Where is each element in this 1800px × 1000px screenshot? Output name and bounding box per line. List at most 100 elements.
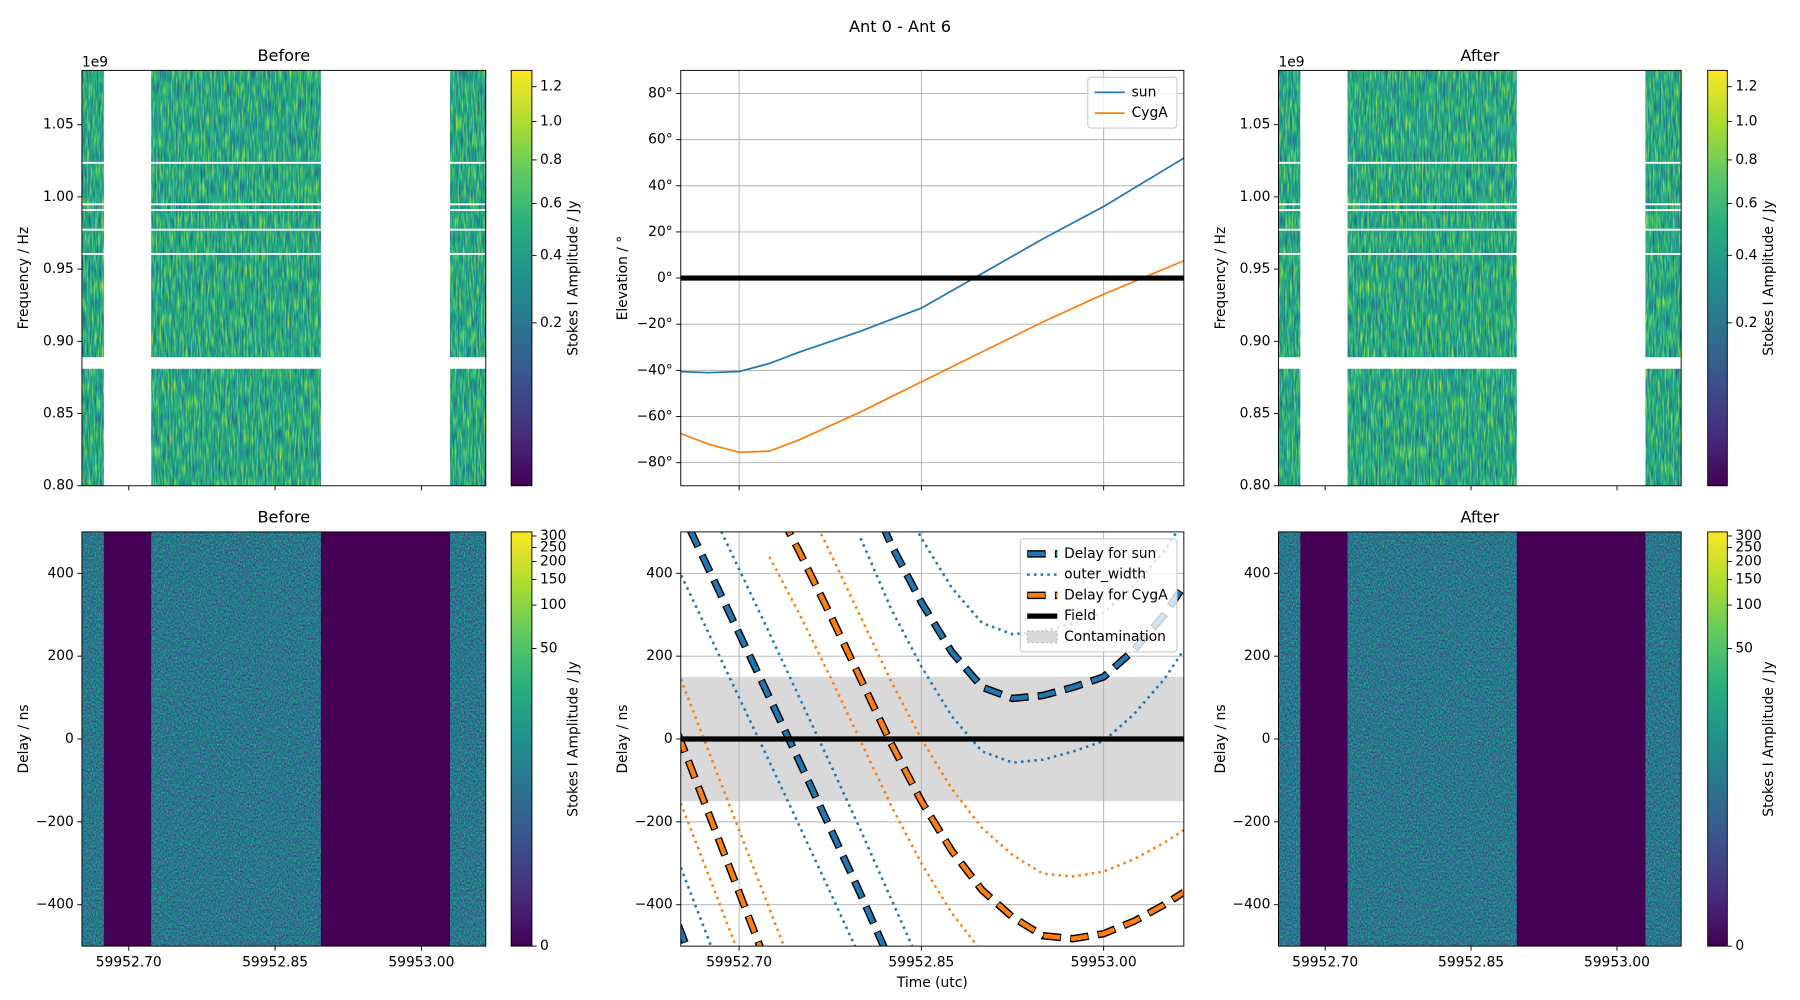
colorbar-tick-label: 250: [1735, 539, 1761, 555]
colorbar-tick-label: 0.8: [540, 152, 562, 168]
x-tick-label: 59953.00: [388, 954, 454, 970]
legend-label: sun: [1132, 84, 1157, 100]
y-tick-label: 400: [47, 565, 73, 581]
panel: 0.2 0.4 0.6 0.8 1.0 1.2 Stokes I Amplitude / J…: [1213, 46, 1777, 494]
y-axis-label: Frequency / Hz: [1213, 227, 1229, 330]
y-tick-label: −60°: [637, 409, 673, 425]
y-axis-label: Delay / ns: [16, 704, 32, 773]
axes-title: After: [1460, 508, 1499, 527]
colorbar-tick-label: 150: [1735, 572, 1761, 588]
colorbar-tick-label: 0.2: [540, 315, 562, 331]
colorbar-tick-label: 1.0: [540, 113, 562, 129]
colorbar-tick-label: 1.2: [540, 79, 562, 95]
line: [786, 531, 1184, 941]
y-tick-label: 0: [1262, 731, 1271, 747]
colorbar-tick-label: 0.8: [1735, 152, 1757, 168]
axes-title: Before: [257, 508, 310, 527]
flagged-band: [1278, 357, 1682, 369]
colorbar: [510, 531, 533, 947]
y-tick-label: 0: [664, 731, 673, 747]
y-tick-label: 0.95: [43, 261, 74, 277]
colorbar-tick-label: 150: [540, 572, 566, 588]
y-tick-label: 0°: [657, 270, 673, 286]
y-axis-label: Elevation / °: [615, 236, 631, 321]
colorbar-tick-label: 0.4: [540, 247, 562, 263]
line: [680, 863, 713, 947]
colorbar-tick-label: 300: [1735, 528, 1761, 544]
y-tick-label: 400: [1244, 565, 1270, 581]
x-tick-label: 59952.70: [1292, 954, 1358, 970]
y-tick-label: 1.05: [43, 117, 74, 133]
axes-frame: [1277, 69, 1682, 487]
colorbar-tick-label: 200: [1735, 553, 1761, 569]
masked-interval: [320, 531, 450, 947]
legend-label: Field: [1064, 608, 1096, 624]
y-tick-label: 0: [65, 731, 74, 747]
legend: Delay for sun outer_width Delay for CygA Fi…: [1019, 538, 1178, 653]
masked-interval: [1300, 70, 1348, 486]
colorbar-tick-label: 100: [1735, 597, 1761, 613]
line: [680, 259, 1184, 454]
y-tick-label: 1.00: [43, 189, 74, 205]
masked-interval: [103, 531, 152, 947]
y-tick-label: 200: [47, 648, 73, 664]
x-tick-label: 59952.85: [888, 954, 954, 970]
y-tick-label: 400: [646, 565, 672, 581]
plot-area: [1278, 531, 1682, 947]
colorbar-tick-label: 0.4: [1735, 247, 1757, 263]
y-tick-label: −20°: [637, 316, 673, 332]
x-tick-label: 59953.00: [1071, 954, 1137, 970]
x-tick-label: 59952.70: [96, 954, 162, 970]
legend-swatch: [1026, 630, 1058, 644]
y-tick-label: 1.00: [1240, 189, 1271, 205]
colorbar-tick-label: 1.2: [1735, 79, 1757, 95]
colorbar-tick-label: 1.0: [1735, 113, 1757, 129]
y-tick-label: 0.80: [1240, 478, 1271, 494]
y-tick-label: 200: [1244, 648, 1270, 664]
y-axis-label: Delay / ns: [615, 704, 631, 773]
legend-box: [1019, 538, 1178, 653]
legend: sun CygA: [1087, 76, 1178, 129]
y-tick-label: 200: [646, 648, 672, 664]
colorbar-tick-label: 0.6: [540, 196, 562, 212]
y-offset-label: 1e9: [82, 54, 108, 70]
y-tick-label: −400: [36, 897, 74, 913]
y-tick-label: −200: [635, 814, 673, 830]
y-tick-label: −400: [1232, 897, 1270, 913]
y-axis-label: Delay / ns: [1213, 704, 1229, 773]
colorbar-tick-label: 0.6: [1735, 196, 1757, 212]
masked-interval: [320, 70, 450, 486]
colorbar: [510, 69, 533, 487]
y-tick-label: −400: [635, 897, 673, 913]
y-tick-label: −40°: [637, 362, 673, 378]
colorbar: [1707, 531, 1728, 947]
y-offset-label: 1e9: [1278, 54, 1304, 70]
y-tick-label: 0.90: [1240, 333, 1271, 349]
x-tick-label: 59952.85: [242, 954, 308, 970]
masked-interval: [1300, 531, 1348, 947]
line: [680, 571, 857, 947]
panel: sun CygA −80° −60° −40° −20° 0° 20° 40° 60° 80° Ele…: [615, 69, 1185, 491]
colorbar-label: Stokes I Amplitude / Jy: [565, 200, 581, 355]
line: [818, 531, 1184, 878]
figure-title: Ant 0 - Ant 6: [849, 17, 951, 36]
y-tick-label: 0.90: [43, 333, 74, 349]
y-tick-label: 80°: [648, 85, 673, 101]
colorbar: [1707, 69, 1728, 487]
colorbar-tick-label: 0: [1735, 938, 1744, 954]
axes-title: Before: [257, 46, 310, 65]
colorbar-label: Stokes I Amplitude / Jy: [565, 661, 581, 816]
y-tick-label: −80°: [637, 455, 673, 471]
masked-interval: [1516, 70, 1646, 486]
masked-interval: [103, 70, 152, 486]
y-tick-label: 60°: [648, 132, 673, 148]
y-tick-label: 0.85: [1240, 406, 1271, 422]
colorbar-tick-label: 300: [540, 528, 566, 544]
y-axis-label: Frequency / Hz: [16, 227, 32, 330]
y-tick-label: 1.05: [1240, 117, 1271, 133]
axes-title: After: [1460, 46, 1499, 65]
